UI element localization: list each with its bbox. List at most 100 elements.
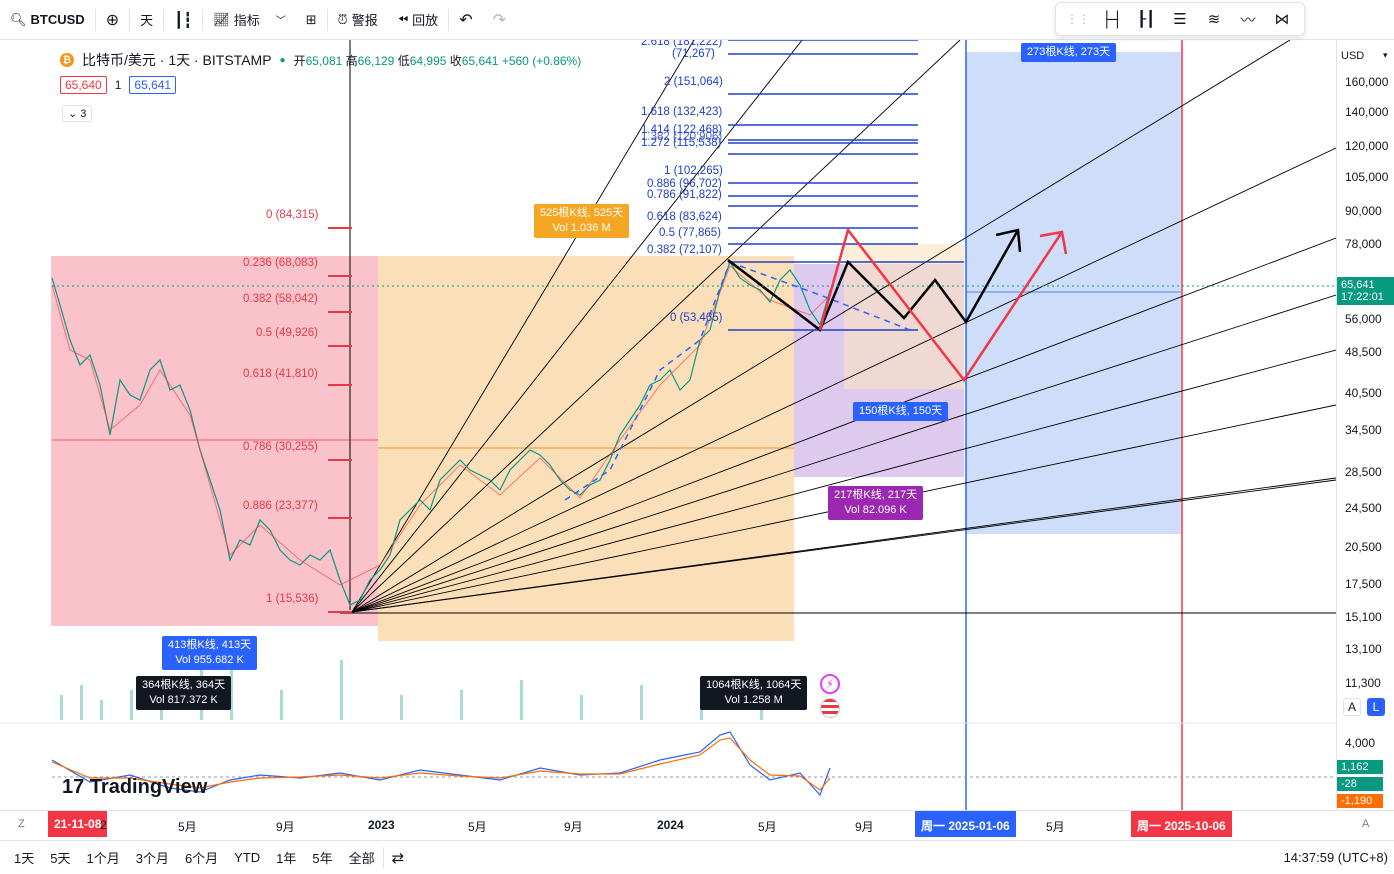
price-tick: 140,000: [1345, 105, 1389, 119]
interval-button[interactable]: 天: [130, 0, 163, 40]
pattern-tool-icon[interactable]: 〰: [1240, 11, 1256, 29]
interval-label: 天: [140, 13, 154, 28]
go-to-date-icon[interactable]: ⇄: [391, 849, 405, 867]
range-all[interactable]: 全部: [348, 851, 375, 866]
fib-left-label: 0 (84,315): [266, 209, 319, 221]
macd-value-badge: 1,162: [1337, 760, 1383, 774]
red-projection-path[interactable]: [818, 227, 1064, 383]
us-flag-icon[interactable]: [820, 698, 840, 718]
range-6m[interactable]: 6个月: [184, 851, 219, 866]
price-tick: 15,100: [1345, 610, 1382, 624]
divider: [202, 8, 204, 31]
search-icon: 🔍︎: [10, 11, 27, 27]
fib-ext-label: 2 (151,064): [664, 76, 723, 88]
symbol-legend: ₿ 比特币/美元 · 1天 · BITSTAMP ● 开65,081 高66,1…: [60, 50, 581, 70]
tradingview-logo[interactable]: 17 TradingView: [62, 776, 208, 798]
currency-selector[interactable]: USD: [1341, 50, 1365, 62]
indicators-button[interactable]: 📈︎ 指标 ﹀: [203, 0, 296, 40]
ask-price[interactable]: 65,641: [129, 76, 177, 94]
price-candles-path-red: [51, 265, 831, 586]
fib-left-label: 0.5 (49,926): [256, 327, 319, 339]
chart-type-button[interactable]: ┃┇: [164, 0, 202, 40]
alarm-clock-icon: ⏰︎: [337, 11, 348, 27]
undo-button[interactable]: ↶: [449, 0, 482, 40]
replay-button[interactable]: ⏪︎ 回放: [388, 0, 448, 40]
divider: [326, 8, 328, 31]
range-1d[interactable]: 1天: [14, 851, 35, 866]
redo-icon: ↷: [492, 11, 506, 29]
symbol-search-button[interactable]: 🔍︎ BTCUSD: [0, 0, 95, 40]
divider: [129, 8, 131, 31]
fib-extension-levels[interactable]: [728, 40, 964, 331]
price-tick: 56,000: [1345, 312, 1382, 326]
time-axis[interactable]: Z 21-11-08 2 5月 9月 2023 5月 9月 2024 5月 9月…: [0, 810, 1394, 838]
time-tick: 2023: [368, 818, 395, 832]
fib-fan-icon[interactable]: ≋: [1207, 11, 1221, 28]
fib-ext-label: 0.786 (91,822): [647, 189, 722, 201]
chart-pane[interactable]: ₿ 比特币/美元 · 1天 · BITSTAMP ● 开65,081 高66,1…: [0, 40, 1336, 810]
price-tick: 13,100: [1345, 642, 1382, 656]
time-tick: 2024: [657, 818, 684, 832]
fib-left-levels[interactable]: [328, 227, 352, 613]
price-tick: 78,000: [1345, 237, 1382, 251]
dashed-trend-line[interactable]: [564, 261, 731, 501]
plus-circle-icon: ⊕: [105, 11, 120, 29]
range-5d[interactable]: 5天: [50, 851, 71, 866]
range-1m[interactable]: 1个月: [86, 851, 120, 866]
lightning-icon[interactable]: ⚡︎: [820, 674, 840, 694]
status-dot-icon: ●: [279, 54, 286, 66]
fib-ext-label: 1 (102,265): [664, 165, 723, 177]
chevron-down-icon: ⌄: [68, 108, 78, 120]
z-button[interactable]: Z: [18, 818, 25, 830]
log-scale-button[interactable]: L: [1367, 698, 1385, 716]
clock-timezone[interactable]: 14:37:59 (UTC+8): [1283, 850, 1388, 865]
range-ytd[interactable]: YTD: [234, 850, 261, 865]
auto-scale-button[interactable]: A: [1343, 698, 1361, 716]
replay-label: 回放: [412, 13, 439, 28]
fib-ext-label: (71,267): [672, 48, 715, 60]
price-range-tool-icon[interactable]: ┠┃: [1136, 11, 1156, 28]
blue-date-badge: 周一 2025-01-06: [915, 811, 1016, 837]
xabcd-pattern-icon[interactable]: ⋈: [1274, 11, 1290, 28]
divider: [163, 8, 165, 31]
rewind-icon: ⏪︎: [397, 11, 409, 27]
collapse-indicators-button[interactable]: ⌄ 3: [62, 105, 93, 122]
range-5y[interactable]: 5年: [312, 851, 333, 866]
fib-retracement-icon[interactable]: ☰: [1173, 11, 1187, 28]
tv-logo-icon: 17: [62, 776, 85, 798]
drawing-toolbar: ⋮⋮ ├┤ ┠┃ ☰ ≋ 〰 ⋈: [1055, 2, 1305, 36]
price-axis[interactable]: USD ▾ 160,000 140,000 120,000 105,000 90…: [1336, 40, 1394, 810]
red-range-label: 413根K线, 413天 Vol 955.682 K: [162, 636, 258, 670]
fib-ext-label: 0.382 (72,107): [647, 244, 722, 256]
legend-title[interactable]: 比特币/美元 · 1天 · BITSTAMP: [82, 52, 272, 68]
layouts-button[interactable]: ⊞: [296, 0, 327, 40]
time-tick: 9月: [276, 820, 295, 834]
symbol-label: BTCUSD: [30, 12, 85, 27]
drag-handle-icon[interactable]: ⋮⋮: [1066, 12, 1090, 26]
bitcoin-icon: ₿: [60, 53, 74, 67]
add-symbol-button[interactable]: ⊕: [96, 0, 129, 40]
indicators-icon: 📈︎: [213, 11, 230, 27]
bid-ask: 65,640 1 65,641: [60, 76, 177, 94]
time-tick: 5月: [468, 820, 487, 834]
fib-left-label: 0.618 (41,810): [243, 368, 318, 380]
signal-value-badge: -1,190: [1337, 794, 1383, 808]
fib-ext-label: 2.618 (181,222): [641, 40, 723, 48]
price-tick: 48,500: [1345, 345, 1382, 359]
price-tick: 90,000: [1345, 204, 1382, 218]
red-date-range-box[interactable]: [51, 256, 378, 626]
black-arrow-head: [995, 228, 1022, 253]
blue-date-range-box[interactable]: [966, 52, 1181, 534]
chevron-down-icon[interactable]: ﹀: [275, 16, 286, 27]
bid-price[interactable]: 65,640: [60, 76, 107, 94]
redo-button[interactable]: ↷: [483, 0, 516, 40]
range-3m[interactable]: 3个月: [135, 851, 169, 866]
date-range-tool-icon[interactable]: ├┤: [1101, 10, 1123, 28]
fib-left-label: 0.786 (30,255): [243, 441, 318, 453]
time-tick: 5月: [758, 820, 777, 834]
price-tick: 120,000: [1345, 139, 1389, 153]
alert-button[interactable]: ⏰︎ 警报: [328, 0, 388, 40]
chevron-down-icon[interactable]: ▾: [1383, 50, 1388, 60]
range-1y[interactable]: 1年: [276, 851, 297, 866]
auto-button[interactable]: A: [1362, 818, 1370, 830]
